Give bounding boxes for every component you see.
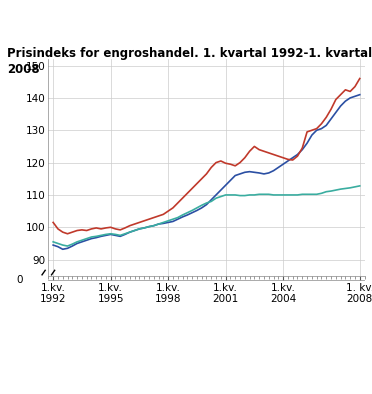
Text: Prisindeks for engroshandel. 1. kvartal 1992-1. kvartal
2008: Prisindeks for engroshandel. 1. kvartal … xyxy=(7,47,372,76)
Text: 0: 0 xyxy=(17,275,23,285)
